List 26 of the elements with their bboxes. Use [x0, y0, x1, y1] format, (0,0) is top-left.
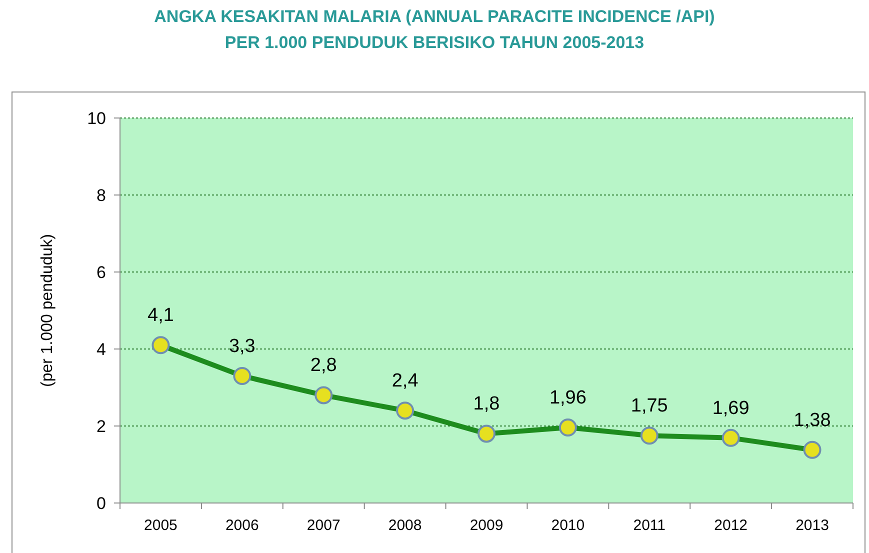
data-label: 1,8 — [473, 394, 500, 415]
x-tick-label: 2006 — [225, 517, 259, 534]
data-label: 3,3 — [228, 336, 256, 357]
y-tick-label: 6 — [96, 263, 106, 282]
y-tick-label: 0 — [96, 494, 106, 513]
x-tick-label: 2010 — [551, 517, 585, 534]
y-axis-title: (per 1.000 penduduk) — [39, 234, 56, 387]
x-tick-label: 2005 — [144, 517, 178, 534]
data-label: 2,4 — [392, 370, 419, 392]
data-label: 1,38 — [794, 410, 831, 431]
x-tick-label: 2011 — [633, 517, 666, 534]
y-tick-label: 8 — [96, 186, 106, 205]
data-label: 1,75 — [630, 396, 668, 417]
y-tick-label: 4 — [96, 340, 106, 359]
x-tick-label: 2009 — [470, 517, 504, 534]
x-tick-label: 2007 — [306, 517, 340, 534]
y-tick-label: 10 — [87, 109, 106, 128]
data-label: 1,96 — [549, 388, 586, 409]
x-tick-label: 2012 — [714, 517, 748, 534]
data-label: 1,69 — [712, 398, 750, 419]
y-tick-label: 2 — [96, 417, 106, 436]
x-tick-label: 2013 — [796, 517, 829, 534]
x-tick-label: 2008 — [388, 517, 422, 534]
data-label: 4,1 — [148, 305, 174, 326]
chart-title: ANGKA KESAKITAN MALARIA (ANNUAL PARACITE INCIDENCE /API) PER 1.000 PENDUDUK BERISIKO TAHUN 2005-2013 — [154, 7, 715, 52]
data-label: 2,8 — [310, 355, 337, 376]
